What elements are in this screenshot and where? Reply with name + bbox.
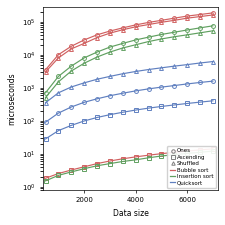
Y-axis label: microseconds: microseconds — [7, 72, 16, 125]
Legend: Ones, Ascending, Shuffled, Bubble sort, Insertion sort, Quicksort: Ones, Ascending, Shuffled, Bubble sort, … — [167, 146, 216, 188]
X-axis label: Data size: Data size — [112, 209, 148, 218]
